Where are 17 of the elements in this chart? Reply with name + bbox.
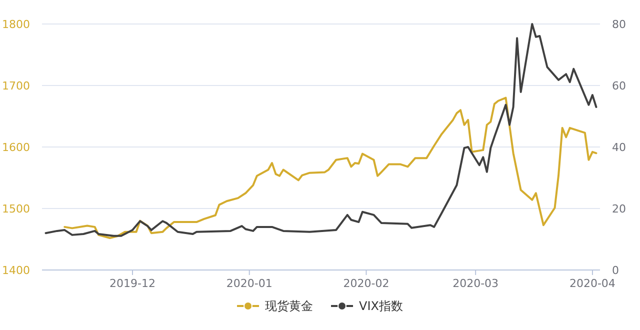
y2-tick-label: 20 [612,202,626,216]
y-tick-label: 1700 [2,80,30,92]
y2-tick-label: 0 [612,264,619,277]
y2-tick-label: 40 [612,141,626,154]
x-tick-label: 2020-03 [452,277,499,290]
y-tick-label: 1800 [2,18,30,31]
legend-label: VIX指数 [359,299,403,313]
x-tick-label: 2019-12 [110,277,156,290]
y-tick-label: 1600 [2,141,30,154]
y-tick-label: 1400 [2,264,30,277]
x-tick-label: 2020-04 [569,277,616,290]
x-tick-label: 2020-01 [226,277,272,290]
legend-label: 现货黄金 [265,299,314,313]
y-tick-label: 1500 [2,202,30,216]
x-tick-label: 2020-02 [343,277,390,290]
y2-tick-label: 80 [612,18,626,31]
y2-tick-label: 60 [612,80,626,92]
